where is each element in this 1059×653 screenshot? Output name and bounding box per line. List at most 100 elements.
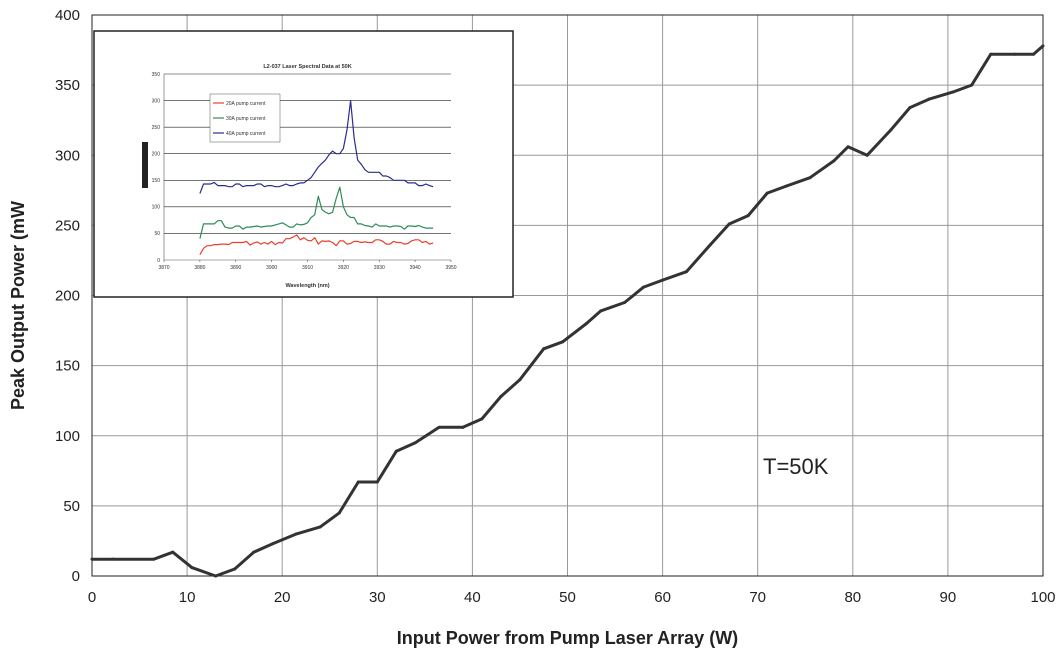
inset-spectral-chart: 3870 3880 3890 3900 3910 3920 3930 3940 3950 0 50… xyxy=(93,30,514,298)
main-data-point xyxy=(111,557,115,561)
main-x-tick-label: 0 xyxy=(88,589,96,606)
main-data-point xyxy=(318,525,322,529)
main-data-point xyxy=(623,301,627,305)
inset-series-lines xyxy=(199,100,434,255)
main-x-tick-label: 20 xyxy=(274,589,291,606)
main-data-point xyxy=(499,394,503,398)
main-data-point xyxy=(190,566,194,570)
main-data-point xyxy=(661,278,665,282)
main-y-tick-label: 50 xyxy=(63,498,80,515)
main-y-tick-label: 350 xyxy=(55,77,80,94)
main-data-point xyxy=(375,480,379,484)
main-x-tick-label: 70 xyxy=(749,589,766,606)
main-data-point xyxy=(832,159,836,163)
main-data-point xyxy=(518,378,522,382)
main-x-tick-label: 100 xyxy=(1030,589,1055,606)
main-data-point xyxy=(951,90,955,94)
inset-series-line-3 xyxy=(199,100,434,194)
main-data-point xyxy=(889,128,893,132)
main-data-point xyxy=(461,425,465,429)
main-data-point xyxy=(214,574,218,578)
inset-y-tick-label: 150 xyxy=(152,178,161,184)
inset-series-line-2 xyxy=(199,186,434,239)
inset-x-tick-label: 3870 xyxy=(158,265,169,271)
main-x-tick-label: 60 xyxy=(654,589,671,606)
main-x-tick-labels: 0 10 20 30 40 50 60 70 80 90 100 xyxy=(88,589,1056,606)
inset-title: L2-037 Laser Spectral Data at 50K xyxy=(263,64,351,70)
main-data-point xyxy=(1012,52,1016,56)
main-data-point xyxy=(746,214,750,218)
main-data-point xyxy=(1031,52,1035,56)
x-axis-title: Input Power from Pump Laser Array (W) xyxy=(397,628,738,648)
inset-legend-label: 40A pump current xyxy=(226,131,266,137)
main-data-point xyxy=(356,480,360,484)
inset-y-tick-label: 50 xyxy=(154,231,160,237)
inset-x-tick-label: 3880 xyxy=(194,265,205,271)
inset-x-tick-label: 3940 xyxy=(410,265,421,271)
inset-legend-label: 30A pump current xyxy=(226,116,266,122)
main-x-tick-label: 40 xyxy=(464,589,481,606)
main-data-point xyxy=(927,97,931,101)
main-y-tick-label: 250 xyxy=(55,217,80,234)
main-y-tick-label: 200 xyxy=(55,288,80,305)
inset-axis-marker xyxy=(142,142,148,188)
main-data-point xyxy=(271,542,275,546)
main-y-tick-label: 150 xyxy=(55,358,80,375)
main-data-point xyxy=(599,309,603,313)
y-axis-title: Peak Output Power (mW xyxy=(8,201,28,410)
main-data-point xyxy=(784,184,788,188)
main-x-tick-label: 30 xyxy=(369,589,386,606)
main-x-tick-label: 10 xyxy=(179,589,196,606)
main-data-point xyxy=(970,83,974,87)
inset-x-tick-label: 3950 xyxy=(445,265,456,271)
main-x-tick-label: 90 xyxy=(940,589,957,606)
main-data-point xyxy=(989,52,993,56)
inset-x-tick-label: 3910 xyxy=(302,265,313,271)
inset-gridlines xyxy=(163,73,452,262)
main-data-point xyxy=(908,106,912,110)
main-data-point xyxy=(727,222,731,226)
inset-y-tick-label: 250 xyxy=(152,125,161,131)
main-data-point xyxy=(708,243,712,247)
main-data-point xyxy=(90,557,94,561)
main-data-point xyxy=(171,550,175,554)
temperature-annotation: T=50K xyxy=(763,454,829,479)
inset-series-line-1 xyxy=(199,234,434,255)
inset-y-tick-label: 350 xyxy=(152,72,161,78)
main-data-point xyxy=(413,441,417,445)
main-data-point xyxy=(252,550,256,554)
inset-x-tick-labels: 3870 3880 3890 3900 3910 3920 3930 3940 3950 xyxy=(158,265,456,271)
main-data-point xyxy=(294,532,298,536)
main-x-tick-label: 50 xyxy=(559,589,576,606)
main-y-tick-label: 400 xyxy=(55,7,80,24)
main-data-point xyxy=(337,511,341,515)
main-data-point xyxy=(394,449,398,453)
inset-y-tick-label: 300 xyxy=(152,98,161,104)
main-data-point xyxy=(642,285,646,289)
main-data-point xyxy=(808,176,812,180)
main-y-tick-label: 100 xyxy=(55,428,80,445)
main-data-point xyxy=(1041,44,1045,48)
inset-y-tick-label: 100 xyxy=(152,205,161,211)
inset-x-tick-label: 3930 xyxy=(374,265,385,271)
main-data-point xyxy=(437,425,441,429)
main-data-point xyxy=(846,145,850,149)
inset-legend: 20A pump current 30A pump current 40A pump… xyxy=(209,93,281,143)
inset-x-axis-title: Wavelength (nm) xyxy=(285,283,329,289)
main-data-point xyxy=(480,417,484,421)
main-series-points xyxy=(90,44,1045,578)
inset-y-tick-label: 0 xyxy=(157,258,160,264)
inset-legend-label: 20A pump current xyxy=(226,101,266,107)
inset-y-tick-label: 200 xyxy=(152,152,161,158)
main-data-point xyxy=(865,153,869,157)
main-plot-frame xyxy=(91,14,1044,577)
main-data-point xyxy=(684,270,688,274)
main-data-point xyxy=(152,557,156,561)
main-y-tick-label: 0 xyxy=(72,568,80,585)
main-data-point xyxy=(585,322,589,326)
inset-x-tick-label: 3920 xyxy=(338,265,349,271)
main-y-tick-labels: 0 50 100 150 200 250 300 350 400 xyxy=(55,7,80,585)
main-data-point xyxy=(765,191,769,195)
inset-x-tick-label: 3890 xyxy=(230,265,241,271)
